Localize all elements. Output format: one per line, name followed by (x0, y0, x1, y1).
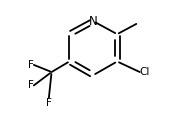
Text: F: F (46, 98, 52, 108)
Text: F: F (28, 60, 34, 70)
Text: Cl: Cl (140, 67, 150, 77)
Text: F: F (28, 80, 34, 90)
Text: N: N (89, 15, 98, 28)
